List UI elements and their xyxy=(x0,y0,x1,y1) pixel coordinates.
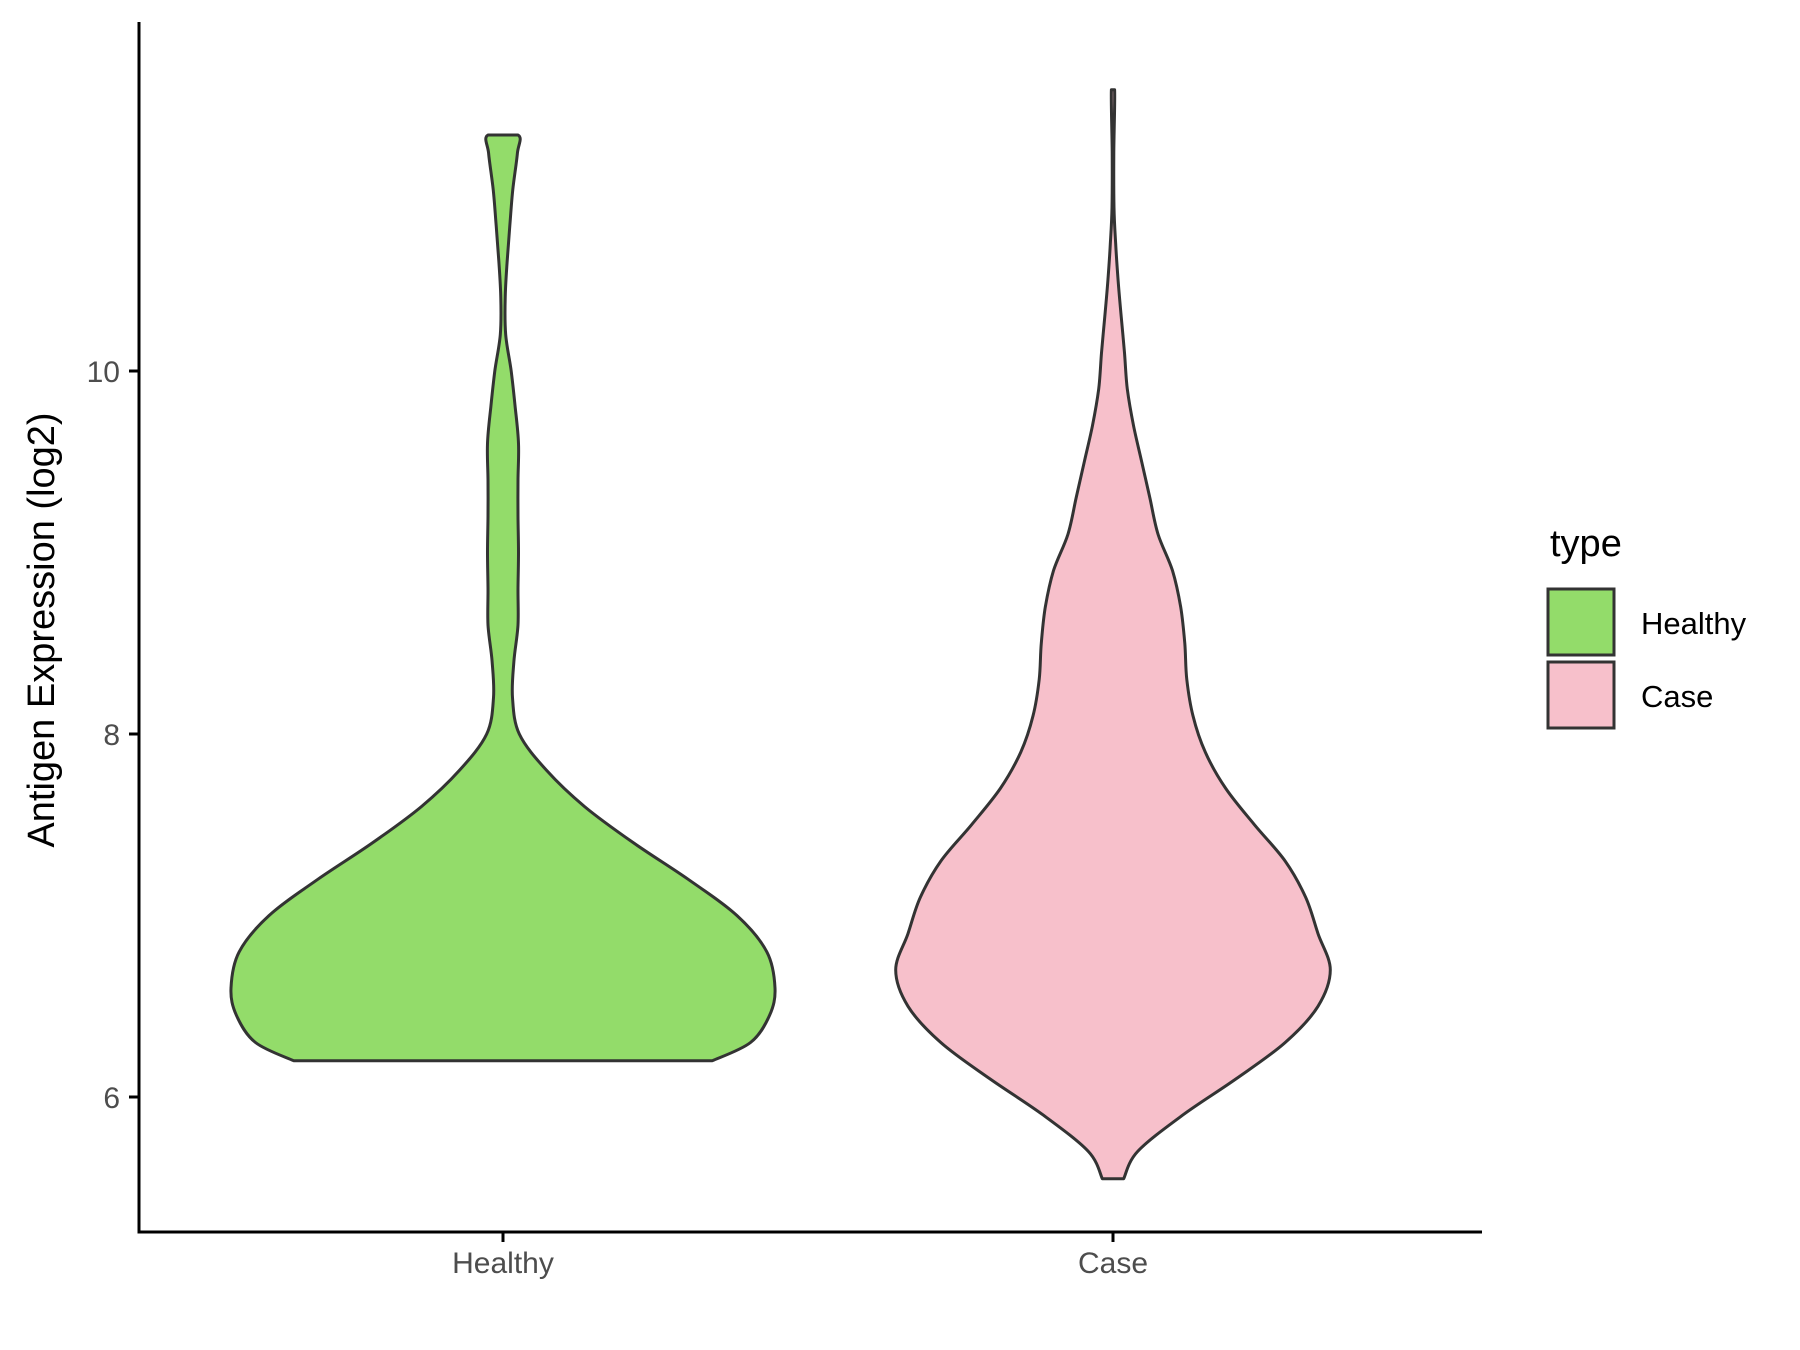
x-tick-label: Healthy xyxy=(452,1247,554,1280)
x-tick-label: Case xyxy=(1078,1247,1148,1280)
legend-swatch-healthy xyxy=(1546,587,1616,657)
legend-label-healthy: Healthy xyxy=(1641,606,1747,641)
y-tick-label: 6 xyxy=(103,1082,120,1115)
legend-title: type xyxy=(1550,523,1622,565)
legend: type Healthy Case xyxy=(1546,523,1747,730)
y-tick-label: 10 xyxy=(87,356,120,389)
legend-label-case: Case xyxy=(1641,679,1713,714)
violins-layer xyxy=(229,88,1332,1181)
y-axis-title: Antigen Expression (log2) xyxy=(21,412,63,847)
legend-swatch-case xyxy=(1546,660,1616,730)
x-ticks: Healthy Case xyxy=(452,1232,1148,1280)
y-ticks: 6 8 10 xyxy=(87,356,139,1115)
violin-healthy xyxy=(229,133,777,1063)
y-tick-label: 8 xyxy=(103,719,120,752)
violin-case xyxy=(894,88,1332,1181)
